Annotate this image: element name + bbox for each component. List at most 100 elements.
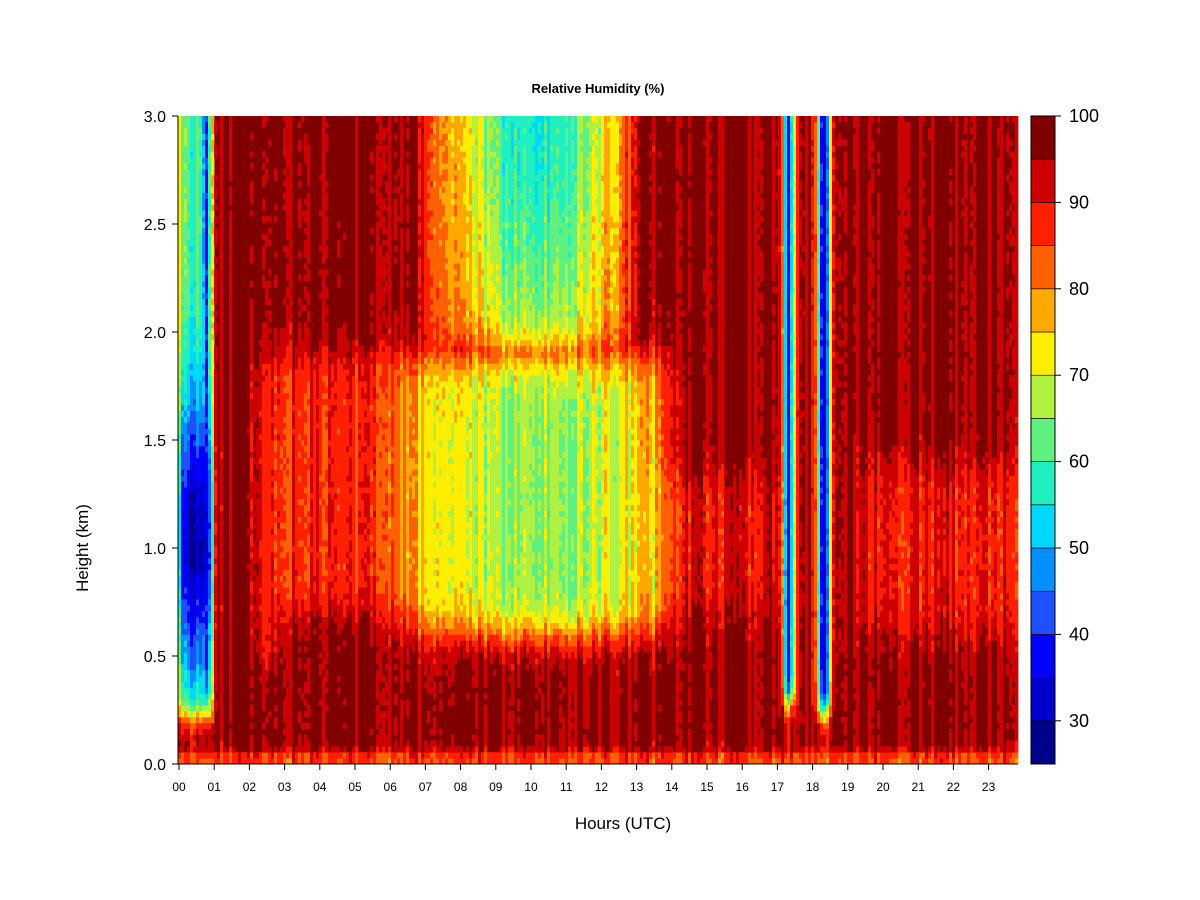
heatmap-cell — [199, 475, 203, 482]
heatmap-cell — [214, 127, 218, 135]
heatmap-cell — [187, 752, 191, 759]
heatmap-cell — [268, 551, 272, 559]
heatmap-cell — [334, 616, 338, 624]
heatmap-cell — [214, 375, 218, 382]
heatmap-cell — [301, 416, 305, 423]
heatmap-cell — [265, 333, 269, 341]
heatmap-cell — [205, 610, 209, 618]
heatmap-cell — [286, 593, 290, 600]
heatmap-cell — [220, 227, 224, 235]
heatmap-cell — [370, 746, 374, 753]
heatmap-cell — [256, 575, 260, 582]
heatmap-cell — [388, 351, 392, 358]
heatmap-cell — [208, 528, 212, 535]
heatmap-cell — [184, 687, 188, 694]
heatmap-cell — [220, 516, 224, 523]
heatmap-cell — [328, 375, 332, 382]
heatmap-cell — [289, 504, 293, 512]
heatmap-cell — [205, 192, 209, 199]
heatmap-cell — [355, 328, 359, 335]
heatmap-cell — [187, 693, 191, 700]
heatmap-cell — [193, 663, 197, 671]
heatmap-cell — [190, 416, 194, 423]
heatmap-cell — [196, 587, 200, 594]
heatmap-cell — [208, 575, 212, 582]
heatmap-cell — [181, 410, 185, 417]
heatmap-cell — [349, 528, 353, 535]
heatmap-cell — [205, 646, 209, 653]
heatmap-cell — [388, 298, 392, 305]
heatmap-cell — [187, 705, 191, 712]
heatmap-cell — [286, 540, 290, 547]
heatmap-cell — [211, 345, 215, 353]
heatmap-cell — [313, 428, 317, 435]
heatmap-cell — [331, 510, 335, 517]
heatmap-cell — [400, 728, 404, 735]
heatmap-cell — [211, 204, 215, 211]
heatmap-cell — [400, 758, 404, 765]
heatmap-cell — [250, 663, 254, 671]
heatmap-cell — [199, 652, 203, 659]
heatmap-cell — [190, 569, 194, 576]
heatmap-cell — [268, 599, 272, 606]
heatmap-cell — [301, 563, 305, 570]
heatmap-cell — [181, 493, 185, 500]
heatmap-cell — [313, 569, 317, 576]
heatmap-cell — [259, 375, 263, 382]
heatmap-cell — [283, 652, 287, 659]
heatmap-cell — [358, 410, 362, 417]
heatmap-cell — [373, 434, 377, 441]
heatmap-cell — [307, 216, 311, 223]
heatmap-cell — [199, 127, 203, 135]
heatmap-cell — [250, 569, 254, 576]
heatmap-cell — [178, 604, 182, 612]
heatmap-cell — [268, 522, 272, 529]
heatmap-cell — [319, 540, 323, 547]
heatmap-cell — [211, 675, 215, 682]
heatmap-cell — [337, 445, 341, 453]
heatmap-cell — [220, 581, 224, 588]
heatmap-cell — [325, 510, 329, 517]
heatmap-cell — [181, 752, 185, 759]
heatmap-cell — [277, 428, 281, 435]
heatmap-cell — [316, 428, 320, 435]
heatmap-cell — [256, 369, 260, 376]
heatmap-cell — [184, 392, 188, 400]
heatmap-cell — [367, 604, 371, 612]
heatmap-cell — [355, 233, 359, 241]
heatmap-cell — [298, 369, 302, 376]
heatmap-cell — [274, 363, 278, 370]
heatmap-cell — [277, 599, 281, 606]
heatmap-cell — [178, 634, 182, 641]
heatmap-cell — [352, 363, 356, 370]
heatmap-cell — [196, 610, 200, 618]
heatmap-cell — [190, 428, 194, 435]
heatmap-cell — [280, 752, 284, 759]
heatmap-cell — [343, 557, 347, 565]
heatmap-cell — [181, 269, 185, 276]
heatmap-cell — [211, 322, 215, 329]
heatmap-cell — [262, 546, 266, 553]
heatmap-cell — [385, 740, 389, 747]
heatmap-cell — [322, 163, 326, 170]
heatmap-cell — [199, 298, 203, 305]
heatmap-cell — [262, 363, 266, 370]
heatmap-cell — [319, 604, 323, 612]
heatmap-cell — [379, 322, 383, 329]
heatmap-cell — [184, 216, 188, 223]
heatmap-cell — [229, 522, 233, 529]
heatmap-cell — [355, 475, 359, 482]
heatmap-cell — [190, 610, 194, 618]
heatmap-cell — [325, 192, 329, 199]
heatmap-cell — [259, 616, 263, 624]
heatmap-cell — [397, 569, 401, 576]
heatmap-cell — [286, 263, 290, 270]
heatmap-cell — [376, 369, 380, 376]
heatmap-cell — [322, 740, 326, 747]
heatmap-cell — [196, 280, 200, 288]
heatmap-cell — [178, 263, 182, 270]
heatmap-cell — [355, 251, 359, 258]
heatmap-cell — [196, 581, 200, 588]
heatmap-cell — [376, 210, 380, 217]
heatmap-cell — [277, 587, 281, 594]
